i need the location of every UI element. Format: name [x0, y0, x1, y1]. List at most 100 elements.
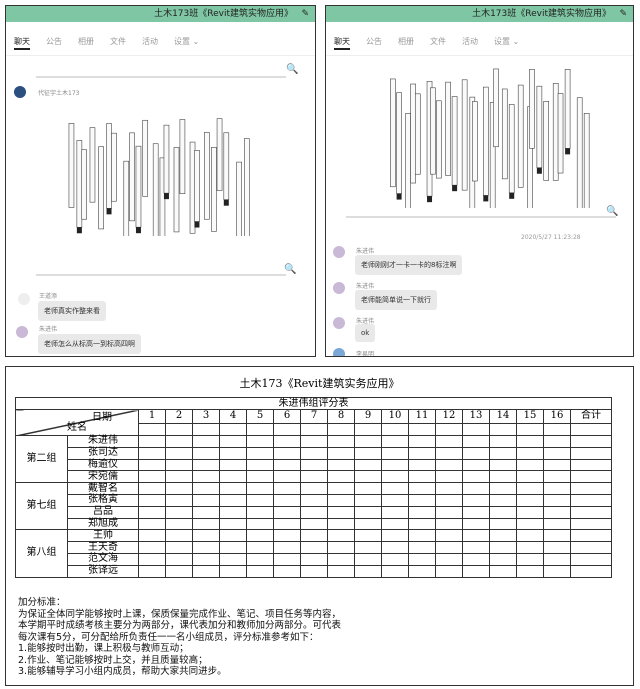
score-cell[interactable]: [138, 529, 166, 543]
score-cell[interactable]: [381, 458, 409, 472]
score-cell[interactable]: [192, 529, 220, 543]
score-cell[interactable]: [516, 517, 544, 531]
score-cell[interactable]: [435, 422, 463, 437]
score-cell[interactable]: [489, 470, 517, 484]
score-cell[interactable]: [165, 470, 193, 484]
zoom-icon[interactable]: 🔍: [286, 64, 299, 75]
tab-files[interactable]: 文件: [110, 37, 126, 46]
score-cell[interactable]: [408, 422, 436, 437]
score-cell[interactable]: [543, 505, 571, 519]
score-cell[interactable]: [300, 422, 328, 437]
score-cell[interactable]: [219, 482, 247, 495]
score-cell[interactable]: [516, 552, 544, 566]
score-cell[interactable]: [543, 529, 571, 543]
score-cell[interactable]: [273, 422, 301, 437]
score-cell[interactable]: [408, 505, 436, 519]
score-cell[interactable]: [192, 552, 220, 566]
score-cell[interactable]: [327, 446, 355, 460]
score-cell[interactable]: [246, 505, 274, 519]
score-cell[interactable]: [570, 458, 612, 472]
score-cell[interactable]: [408, 435, 436, 448]
score-cell[interactable]: [165, 482, 193, 495]
score-cell[interactable]: [435, 470, 463, 484]
score-cell[interactable]: [138, 505, 166, 519]
score-cell[interactable]: [246, 552, 274, 566]
score-cell[interactable]: [516, 564, 544, 578]
score-cell[interactable]: [462, 541, 490, 554]
score-cell[interactable]: [381, 517, 409, 531]
score-cell[interactable]: [246, 482, 274, 495]
score-cell[interactable]: [192, 435, 220, 448]
score-cell[interactable]: [219, 505, 247, 519]
score-cell[interactable]: [192, 446, 220, 460]
score-cell[interactable]: [327, 505, 355, 519]
score-cell[interactable]: [543, 564, 571, 578]
score-cell[interactable]: [570, 470, 612, 484]
score-cell[interactable]: [462, 493, 490, 507]
score-cell[interactable]: [300, 482, 328, 495]
score-cell[interactable]: [165, 529, 193, 543]
score-cell[interactable]: [489, 541, 517, 554]
score-cell[interactable]: [354, 529, 382, 543]
score-cell[interactable]: [543, 482, 571, 495]
score-cell[interactable]: [327, 564, 355, 578]
score-cell[interactable]: [543, 552, 571, 566]
tab-activity[interactable]: 活动: [462, 37, 478, 46]
score-cell[interactable]: [516, 446, 544, 460]
score-cell[interactable]: [327, 552, 355, 566]
score-cell[interactable]: [543, 458, 571, 472]
score-cell[interactable]: [327, 517, 355, 531]
score-cell[interactable]: [543, 541, 571, 554]
score-cell[interactable]: [246, 529, 274, 543]
score-cell[interactable]: [192, 564, 220, 578]
score-cell[interactable]: [462, 422, 490, 437]
score-cell[interactable]: [381, 435, 409, 448]
score-cell[interactable]: [516, 422, 544, 437]
score-cell[interactable]: [381, 505, 409, 519]
score-cell[interactable]: [138, 435, 166, 448]
score-cell[interactable]: [300, 493, 328, 507]
score-cell[interactable]: [462, 446, 490, 460]
score-cell[interactable]: [165, 541, 193, 554]
score-cell[interactable]: [516, 458, 544, 472]
score-cell[interactable]: [354, 517, 382, 531]
score-cell[interactable]: [192, 458, 220, 472]
score-cell[interactable]: [219, 435, 247, 448]
score-cell[interactable]: [300, 517, 328, 531]
score-cell[interactable]: [435, 435, 463, 448]
score-cell[interactable]: [354, 552, 382, 566]
revit-model-image[interactable]: [56, 106, 256, 236]
score-cell[interactable]: [381, 446, 409, 460]
score-cell[interactable]: [138, 541, 166, 554]
score-cell[interactable]: [381, 422, 409, 437]
score-cell[interactable]: [489, 529, 517, 543]
score-cell[interactable]: [570, 517, 612, 531]
score-cell[interactable]: [435, 564, 463, 578]
score-cell[interactable]: [435, 458, 463, 472]
score-cell[interactable]: [408, 552, 436, 566]
score-cell[interactable]: [543, 517, 571, 531]
tab-chat[interactable]: 聊天: [14, 36, 30, 50]
score-cell[interactable]: [273, 435, 301, 448]
score-cell[interactable]: [273, 470, 301, 484]
score-cell[interactable]: [246, 493, 274, 507]
score-cell[interactable]: [219, 458, 247, 472]
score-cell[interactable]: [516, 529, 544, 543]
score-cell[interactable]: [300, 529, 328, 543]
score-cell[interactable]: [300, 458, 328, 472]
tab-activity[interactable]: 活动: [142, 37, 158, 46]
score-cell[interactable]: [192, 541, 220, 554]
score-cell[interactable]: [489, 446, 517, 460]
score-cell[interactable]: [138, 564, 166, 578]
score-cell[interactable]: [246, 446, 274, 460]
score-cell[interactable]: [381, 470, 409, 484]
score-cell[interactable]: [273, 529, 301, 543]
score-cell[interactable]: [327, 482, 355, 495]
score-cell[interactable]: [408, 482, 436, 495]
score-cell[interactable]: [570, 446, 612, 460]
score-cell[interactable]: [354, 470, 382, 484]
tab-announcement[interactable]: 公告: [366, 37, 382, 46]
score-cell[interactable]: [192, 493, 220, 507]
score-cell[interactable]: [327, 470, 355, 484]
score-cell[interactable]: [570, 564, 612, 578]
